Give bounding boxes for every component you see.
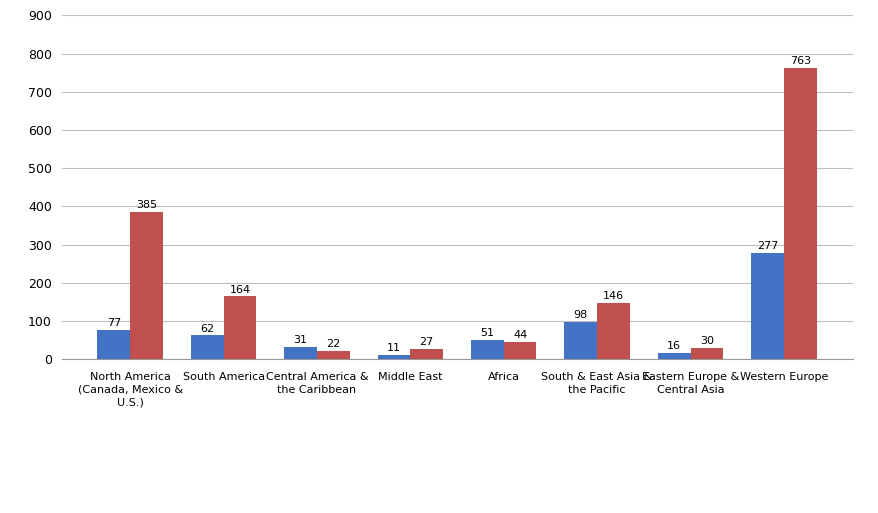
Text: 27: 27: [419, 337, 434, 347]
Bar: [471, 340, 503, 359]
Text: 763: 763: [788, 56, 810, 66]
Text: 98: 98: [573, 310, 587, 320]
Bar: [130, 212, 162, 359]
Bar: [657, 353, 690, 359]
Bar: [564, 322, 596, 359]
Text: 146: 146: [602, 291, 623, 302]
Bar: [596, 303, 630, 359]
Bar: [317, 351, 349, 359]
Bar: [410, 349, 443, 359]
Text: 11: 11: [386, 343, 400, 353]
Bar: [284, 347, 317, 359]
Text: 16: 16: [666, 341, 680, 351]
Text: 51: 51: [480, 328, 493, 338]
Bar: [783, 68, 816, 359]
Bar: [191, 336, 223, 359]
Text: 22: 22: [326, 339, 340, 349]
Text: 385: 385: [136, 200, 157, 210]
Text: 31: 31: [293, 336, 307, 345]
Text: 277: 277: [756, 242, 777, 251]
Bar: [690, 348, 723, 359]
Bar: [378, 355, 410, 359]
Bar: [751, 253, 783, 359]
Text: 164: 164: [229, 285, 250, 294]
Text: 44: 44: [513, 330, 527, 341]
Text: 30: 30: [699, 336, 713, 346]
Bar: [97, 330, 130, 359]
Text: 62: 62: [200, 324, 214, 333]
Bar: [223, 297, 256, 359]
Bar: [503, 342, 536, 359]
Text: 77: 77: [106, 318, 121, 328]
